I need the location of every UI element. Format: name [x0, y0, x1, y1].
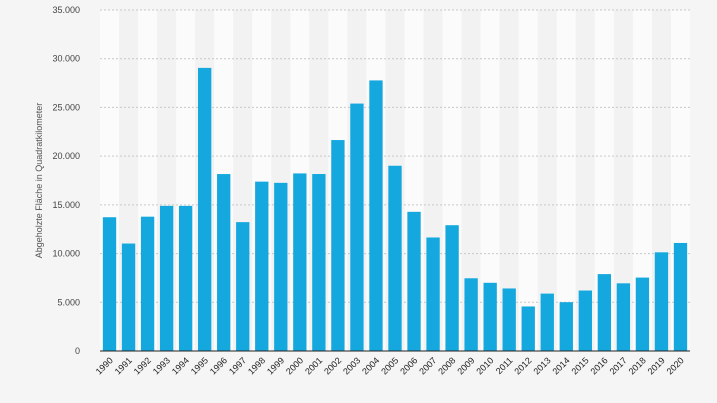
bar-2006[interactable]: [407, 211, 421, 351]
x-tick-label: 2020: [665, 355, 686, 376]
bar-2016[interactable]: [597, 274, 612, 351]
y-tick-label: 35.000: [52, 5, 80, 15]
bar-1994[interactable]: [178, 205, 193, 351]
bar-2007[interactable]: [426, 237, 440, 351]
x-tick-label: 1998: [246, 355, 267, 376]
y-tick-label: 15.000: [52, 200, 80, 210]
column-band: [575, 10, 595, 351]
x-tick-label: 2016: [589, 355, 610, 376]
bar-1997[interactable]: [236, 222, 250, 351]
bar-2014[interactable]: [559, 302, 573, 351]
x-tick-label: 2007: [417, 355, 438, 376]
bar-1991[interactable]: [121, 243, 136, 351]
y-tick-label: 10.000: [52, 249, 80, 259]
x-tick-label: 1995: [189, 355, 210, 376]
x-tick-label: 2008: [436, 355, 457, 376]
bar-2020[interactable]: [673, 242, 688, 351]
bar-2000[interactable]: [293, 173, 307, 351]
x-tick-label: 2013: [531, 355, 552, 376]
x-tick-label: 2012: [512, 355, 533, 376]
bar-2015[interactable]: [578, 290, 592, 351]
bar-1999[interactable]: [274, 182, 288, 351]
x-tick-label: 2000: [284, 355, 305, 376]
bar-2008[interactable]: [445, 225, 459, 351]
bar-2012[interactable]: [521, 306, 535, 351]
x-tick-label: 2009: [455, 355, 476, 376]
x-tick-label: 1990: [94, 355, 115, 376]
x-tick-label: 2017: [608, 355, 629, 376]
y-tick-label: 25.000: [52, 102, 80, 112]
bar-2005[interactable]: [388, 165, 402, 351]
x-tick-label: 2015: [570, 355, 591, 376]
x-tick-label: 1993: [151, 355, 172, 376]
y-tick-label: 5.000: [57, 297, 80, 307]
bar-2001[interactable]: [312, 174, 326, 351]
x-tick-label: 1994: [170, 355, 191, 376]
bar-2017[interactable]: [616, 283, 631, 351]
bar-2002[interactable]: [331, 140, 345, 351]
x-tick-label: 1991: [113, 355, 134, 376]
x-tick-label: 2011: [494, 355, 515, 376]
bar-1993[interactable]: [159, 205, 174, 351]
x-tick-label: 1992: [132, 355, 153, 376]
x-tick-label: 2019: [646, 355, 667, 376]
column-band: [556, 10, 576, 351]
bar-1990[interactable]: [102, 217, 117, 351]
x-tick-label: 2005: [379, 355, 400, 376]
bar-1996[interactable]: [217, 174, 231, 351]
y-tick-label: 0: [75, 346, 80, 356]
y-axis-ticks: 0 5.000 10.000 15.000 20.000 25.000 30.000 35.0…: [52, 5, 80, 356]
y-tick-label: 20.000: [52, 151, 80, 161]
column-band: [480, 10, 500, 351]
column-band: [632, 10, 652, 351]
bar-2013[interactable]: [540, 293, 554, 351]
column-band: [499, 10, 519, 351]
x-tick-label: 2014: [550, 355, 571, 376]
x-tick-label: 1999: [265, 355, 286, 376]
x-tick-label: 2004: [360, 355, 381, 376]
bars: [102, 67, 688, 351]
bar-1995[interactable]: [198, 67, 212, 351]
x-tick-label: 2010: [474, 355, 495, 376]
bar-2009[interactable]: [464, 278, 478, 351]
bar-2003[interactable]: [350, 103, 364, 351]
bar-2004[interactable]: [369, 80, 383, 351]
x-axis-ticks: 1990199119921993199419951996199719981999…: [94, 355, 686, 376]
bar-2019[interactable]: [654, 252, 669, 351]
column-band: [461, 10, 481, 351]
column-band: [518, 10, 538, 351]
x-tick-label: 2001: [303, 355, 324, 376]
bar-2018[interactable]: [635, 277, 650, 351]
x-tick-label: 2006: [398, 355, 419, 376]
bar-2010[interactable]: [483, 282, 497, 351]
bar-1992[interactable]: [140, 216, 155, 351]
y-tick-label: 30.000: [52, 54, 80, 64]
y-axis-label: Abgeholzte Fläche in Quadratkilometer: [34, 103, 44, 259]
bar-2011[interactable]: [502, 288, 516, 351]
x-tick-label: 2018: [627, 355, 648, 376]
x-tick-label: 1997: [227, 355, 248, 376]
bar-1998[interactable]: [255, 181, 269, 351]
x-tick-label: 2003: [341, 355, 362, 376]
column-band: [613, 10, 633, 351]
x-tick-label: 2002: [322, 355, 343, 376]
column-band: [594, 10, 614, 351]
column-band: [537, 10, 557, 351]
x-tick-label: 1996: [208, 355, 229, 376]
